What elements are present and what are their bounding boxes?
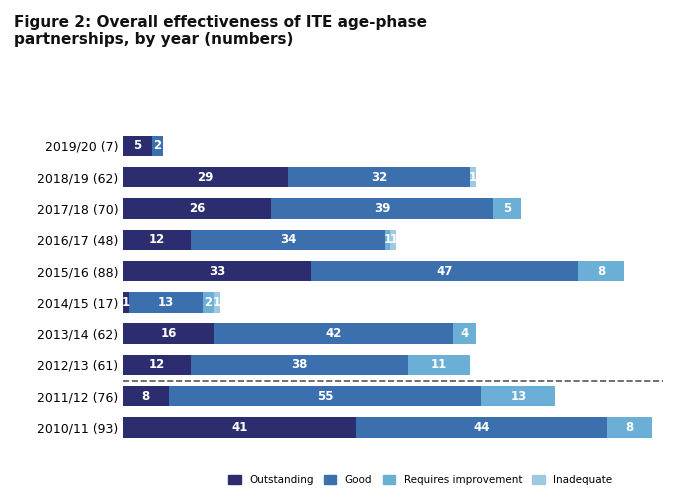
Bar <box>123 292 129 312</box>
Bar <box>123 198 271 219</box>
Text: 39: 39 <box>373 202 390 215</box>
Bar <box>123 136 152 156</box>
Bar <box>288 167 470 188</box>
Bar <box>356 417 607 438</box>
Text: 2: 2 <box>153 139 161 152</box>
Text: 29: 29 <box>198 171 214 184</box>
Text: 47: 47 <box>436 265 453 278</box>
Bar <box>482 386 555 406</box>
Bar <box>271 198 493 219</box>
Text: 4: 4 <box>460 327 469 340</box>
Text: 12: 12 <box>149 359 166 371</box>
Text: 8: 8 <box>596 265 605 278</box>
Bar <box>123 167 288 188</box>
Bar <box>607 417 652 438</box>
Bar <box>123 355 192 375</box>
Legend: Outstanding, Good, Requires improvement, Inadequate: Outstanding, Good, Requires improvement,… <box>224 471 616 489</box>
Bar <box>202 292 214 312</box>
Bar <box>453 323 476 344</box>
Text: 13: 13 <box>157 296 174 309</box>
Text: Figure 2: Overall effectiveness of ITE age-phase
partnerships, by year (numbers): Figure 2: Overall effectiveness of ITE a… <box>14 15 427 47</box>
Text: 1: 1 <box>469 171 477 184</box>
Bar <box>169 386 482 406</box>
Bar <box>123 261 311 281</box>
Text: 2: 2 <box>205 296 213 309</box>
Text: 11: 11 <box>431 359 447 371</box>
Bar <box>408 355 470 375</box>
Text: 1: 1 <box>122 296 130 309</box>
Bar <box>123 323 214 344</box>
Bar <box>470 167 476 188</box>
Text: 44: 44 <box>473 421 490 434</box>
Text: 38: 38 <box>291 359 308 371</box>
Bar <box>123 230 192 250</box>
Text: 34: 34 <box>280 233 296 246</box>
Text: 26: 26 <box>189 202 205 215</box>
Text: 16: 16 <box>161 327 176 340</box>
Text: 33: 33 <box>209 265 225 278</box>
Bar <box>214 292 220 312</box>
Bar <box>311 261 578 281</box>
Bar <box>192 230 385 250</box>
Text: 1: 1 <box>389 233 397 246</box>
Bar <box>214 323 453 344</box>
Text: 1: 1 <box>384 233 392 246</box>
Text: 1: 1 <box>213 296 221 309</box>
Bar <box>192 355 408 375</box>
Bar <box>152 136 163 156</box>
Bar <box>123 417 356 438</box>
Text: 41: 41 <box>232 421 248 434</box>
Text: 42: 42 <box>326 327 342 340</box>
Text: 8: 8 <box>625 421 633 434</box>
Text: 5: 5 <box>503 202 511 215</box>
Text: 32: 32 <box>371 171 387 184</box>
Text: 8: 8 <box>142 390 150 403</box>
Bar <box>123 386 169 406</box>
Bar <box>493 198 521 219</box>
Text: 5: 5 <box>133 139 142 152</box>
Bar <box>391 230 396 250</box>
Bar <box>129 292 202 312</box>
Bar <box>385 230 391 250</box>
Text: 55: 55 <box>317 390 333 403</box>
Text: 13: 13 <box>510 390 527 403</box>
Bar <box>578 261 624 281</box>
Text: 12: 12 <box>149 233 166 246</box>
